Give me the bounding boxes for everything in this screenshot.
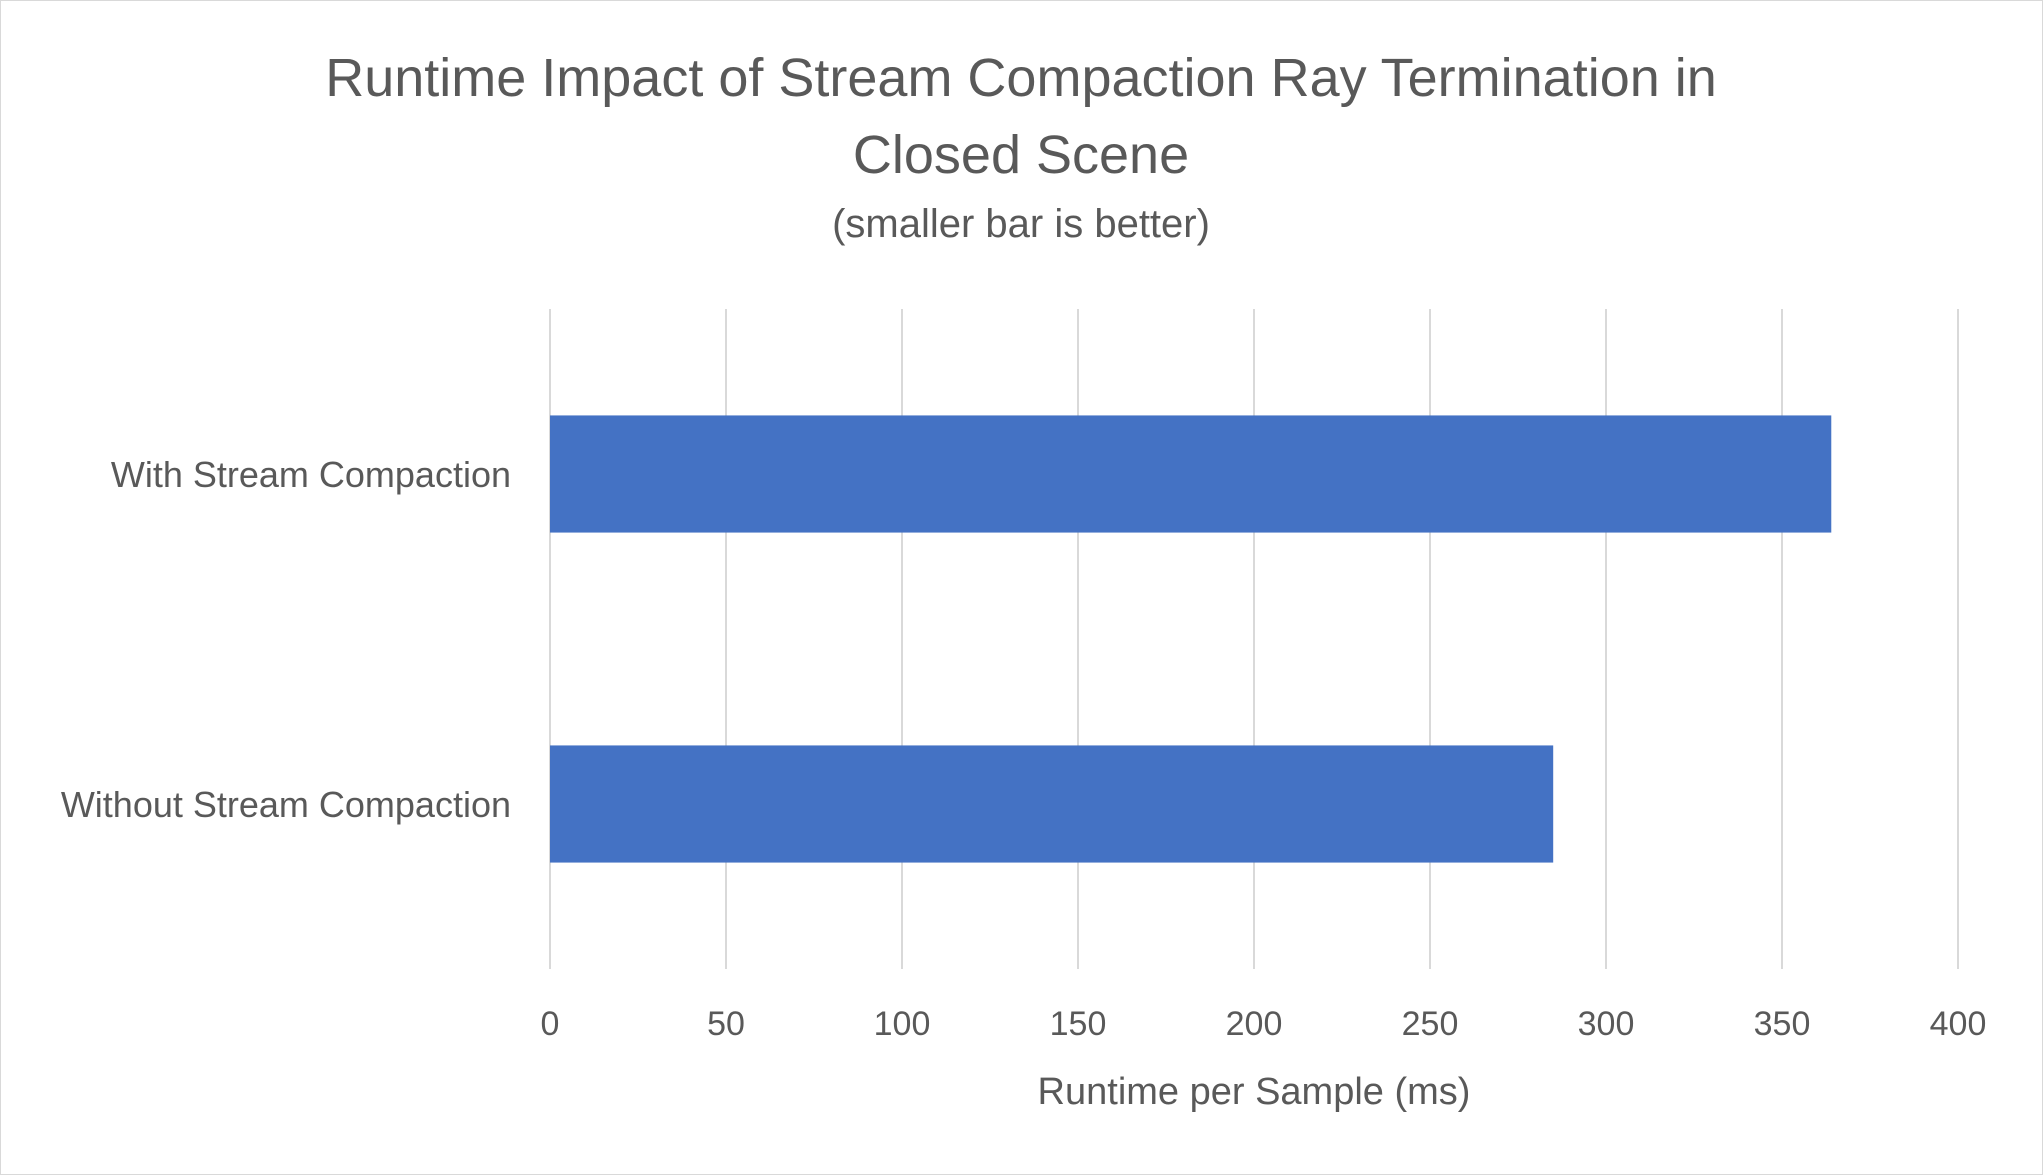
x-tick-label-350: 350 bbox=[1754, 1005, 1811, 1043]
bar-without-stream-compaction bbox=[550, 745, 1554, 863]
grid-layer bbox=[549, 309, 1959, 969]
x-axis-title: Runtime per Sample (ms) bbox=[1038, 1071, 1471, 1113]
x-tick-label-300: 300 bbox=[1578, 1005, 1635, 1043]
tick-label-layer: 0 50 100 150 200 250 300 350 400 bbox=[541, 1005, 1987, 1043]
x-tick-label-50: 50 bbox=[707, 1005, 745, 1043]
x-tick-label-0: 0 bbox=[541, 1005, 560, 1043]
category-label-without-stream-compaction: Without Stream Compaction bbox=[61, 784, 511, 825]
bar-with-stream-compaction bbox=[550, 415, 1832, 533]
x-tick-label-150: 150 bbox=[1050, 1005, 1107, 1043]
bar-layer bbox=[550, 415, 1832, 863]
chart-subtitle: (smaller bar is better) bbox=[832, 202, 1210, 246]
category-label-with-stream-compaction: With Stream Compaction bbox=[111, 454, 511, 495]
category-label-layer: With Stream Compaction Without Stream Com… bbox=[61, 454, 511, 825]
chart-title-line-2: Closed Scene bbox=[853, 125, 1189, 185]
x-tick-label-200: 200 bbox=[1226, 1005, 1283, 1043]
x-tick-label-100: 100 bbox=[874, 1005, 931, 1043]
chart-title-line-1: Runtime Impact of Stream Compaction Ray … bbox=[325, 48, 1717, 108]
x-tick-label-250: 250 bbox=[1402, 1005, 1459, 1043]
x-tick-label-400: 400 bbox=[1930, 1005, 1987, 1043]
